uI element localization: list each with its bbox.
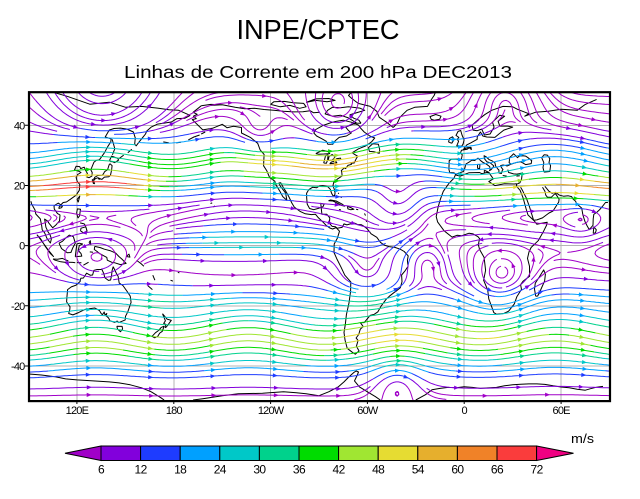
svg-text:6: 6 — [98, 463, 105, 477]
svg-text:40: 40 — [14, 120, 25, 132]
svg-text:120W: 120W — [258, 405, 285, 417]
svg-text:180: 180 — [166, 405, 183, 417]
svg-text:72: 72 — [531, 463, 544, 477]
svg-text:60E: 60E — [553, 405, 571, 417]
svg-text:24: 24 — [214, 463, 227, 477]
svg-text:0: 0 — [462, 405, 468, 417]
svg-text:-40: -40 — [11, 361, 25, 373]
svg-text:18: 18 — [174, 463, 187, 477]
svg-text:54: 54 — [412, 463, 425, 477]
svg-text:12: 12 — [135, 463, 148, 477]
svg-text:66: 66 — [491, 463, 504, 477]
svg-text:42: 42 — [333, 463, 346, 477]
svg-text:-20: -20 — [11, 301, 25, 313]
svg-text:INPE/CPTEC: INPE/CPTEC — [237, 14, 400, 45]
svg-text:60: 60 — [451, 463, 464, 477]
svg-text:Linhas de Corrente em 200 hPa: Linhas de Corrente em 200 hPa DEC2013 — [124, 62, 512, 82]
svg-text:30: 30 — [253, 463, 266, 477]
svg-text:m/s: m/s — [571, 432, 594, 446]
svg-text:60W: 60W — [357, 405, 379, 417]
svg-text:120E: 120E — [66, 405, 89, 417]
svg-text:48: 48 — [372, 463, 385, 477]
svg-text:20: 20 — [14, 181, 25, 193]
svg-text:0: 0 — [19, 241, 25, 253]
svg-text:36: 36 — [293, 463, 306, 477]
